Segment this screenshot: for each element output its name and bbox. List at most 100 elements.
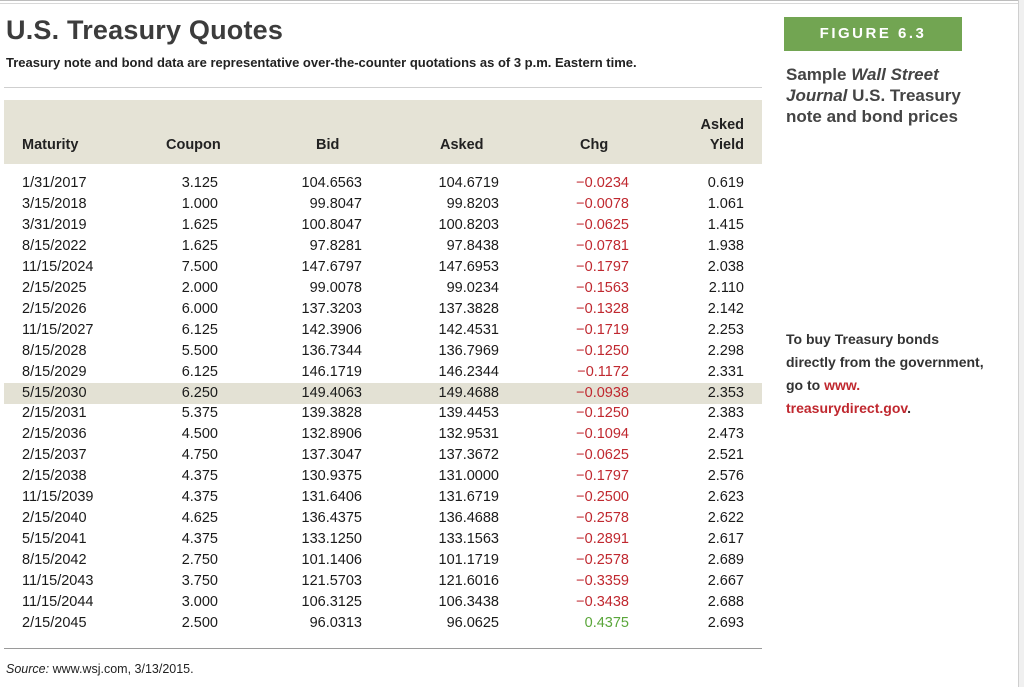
cell-coupon: 5.375	[181, 405, 218, 422]
cell-yield: 1.938	[707, 237, 744, 254]
cell-maturity: 3/15/2018	[22, 195, 87, 212]
cell-asked: 104.6719	[438, 175, 499, 191]
cell-yield: 2.622	[707, 510, 744, 527]
cell-asked: 137.3672	[438, 447, 499, 464]
cell-bid: 132.8906	[301, 426, 362, 443]
cell-chg: −0.1328	[576, 300, 629, 317]
cell-yield: 2.689	[707, 552, 744, 569]
cell-bid: 121.5703	[301, 573, 362, 590]
cell-maturity: 11/15/2027	[22, 321, 94, 338]
cell-asked: 142.4531	[438, 321, 499, 338]
cell-bid: 137.3047	[301, 447, 362, 464]
cell-chg: 0.4375	[584, 614, 629, 631]
cell-bid: 137.3203	[301, 300, 362, 317]
page-subtitle: Treasury note and bond data are represen…	[6, 55, 637, 70]
cell-chg: −0.0078	[576, 195, 629, 212]
cell-asked: 149.4688	[438, 384, 499, 401]
cell-coupon: 4.375	[181, 531, 218, 548]
cell-bid: 99.8047	[309, 195, 362, 212]
header-maturity: Maturity	[22, 137, 79, 153]
cell-maturity: 11/15/2024	[22, 258, 94, 275]
source-text: www.wsj.com, 3/13/2015.	[49, 662, 194, 676]
header-asked-yield-line1: Asked	[700, 117, 744, 133]
cell-bid: 149.4063	[301, 384, 362, 401]
cell-maturity: 2/15/2040	[22, 510, 87, 527]
source-note: Source: www.wsj.com, 3/13/2015.	[6, 662, 194, 676]
cell-asked: 121.6016	[438, 573, 499, 590]
cell-coupon: 1.625	[181, 216, 218, 233]
cell-coupon: 3.750	[181, 573, 218, 590]
page-title: U.S. Treasury Quotes	[6, 15, 284, 45]
cell-coupon: 4.750	[181, 447, 218, 464]
cell-bid: 106.3125	[301, 594, 362, 610]
table-header-band	[4, 100, 762, 164]
cell-coupon: 1.625	[181, 237, 218, 254]
cell-maturity: 8/15/2022	[22, 237, 87, 254]
side-note: To buy Treasury bonds directly from the …	[786, 328, 986, 420]
cell-coupon: 4.375	[181, 489, 218, 506]
cell-bid: 146.1719	[301, 363, 362, 380]
cell-yield: 2.142	[707, 300, 744, 317]
cell-yield: 2.667	[707, 573, 744, 590]
cell-yield: 2.473	[707, 426, 744, 443]
header-coupon: Coupon	[166, 137, 221, 153]
cell-maturity: 8/15/2028	[22, 342, 87, 359]
cell-coupon: 2.750	[181, 552, 218, 569]
cell-chg: −0.3438	[576, 594, 629, 610]
cell-maturity: 2/15/2026	[22, 300, 87, 317]
cell-maturity: 11/15/2044	[22, 594, 94, 610]
cell-coupon: 7.500	[181, 258, 218, 275]
cell-coupon: 6.125	[181, 363, 218, 380]
cell-asked: 136.7969	[438, 342, 499, 359]
cell-yield: 2.253	[707, 321, 744, 338]
cell-coupon: 1.000	[181, 195, 218, 212]
header-asked: Asked	[440, 137, 484, 153]
cell-bid: 99.0078	[309, 279, 362, 296]
cell-yield: 2.038	[707, 258, 744, 275]
cell-yield: 1.415	[707, 216, 744, 233]
cell-asked: 101.1719	[438, 552, 499, 569]
source-label: Source:	[6, 662, 50, 676]
cell-bid: 131.6406	[301, 489, 362, 506]
cell-chg: −0.1250	[576, 342, 629, 359]
cell-coupon: 4.375	[181, 468, 218, 485]
cell-yield: 2.617	[707, 531, 744, 548]
cell-asked: 132.9531	[438, 426, 499, 443]
cell-maturity: 8/15/2029	[22, 363, 87, 380]
cell-chg: −0.0781	[576, 237, 629, 254]
cell-chg: −0.1797	[576, 468, 629, 485]
cell-maturity: 11/15/2043	[22, 573, 94, 590]
cell-asked: 136.4688	[438, 510, 499, 527]
highlighted-row-band	[4, 383, 762, 404]
cell-bid: 97.8281	[309, 237, 362, 254]
cell-maturity: 2/15/2037	[22, 447, 87, 464]
side-note-end: .	[907, 400, 912, 416]
cell-maturity: 11/15/2039	[22, 489, 94, 506]
header-chg: Chg	[580, 137, 609, 153]
cell-maturity: 2/15/2045	[22, 614, 87, 631]
figure-caption: Sample Wall Street Journal U.S. Treasury…	[786, 64, 976, 127]
cell-chg: −0.1094	[576, 426, 629, 443]
caption-prefix: Sample	[786, 65, 852, 84]
cell-chg: −0.3359	[576, 573, 629, 590]
cell-chg: −0.2578	[576, 510, 629, 527]
cell-chg: −0.2578	[576, 552, 629, 569]
treasurydirect-link[interactable]: www. treasurydirect.gov	[786, 377, 908, 416]
cell-coupon: 6.125	[181, 321, 218, 338]
cell-asked: 139.4453	[438, 405, 499, 422]
cell-coupon: 6.250	[181, 384, 218, 401]
cell-yield: 0.619	[707, 175, 744, 191]
cell-yield: 2.298	[707, 342, 744, 359]
cell-bid: 142.3906	[301, 321, 362, 338]
cell-bid: 136.7344	[301, 342, 362, 359]
cell-yield: 2.110	[708, 279, 744, 296]
cell-chg: −0.0625	[576, 216, 629, 233]
cell-chg: −0.1719	[576, 321, 629, 338]
table-bottom-rule	[4, 648, 762, 649]
cell-yield: 1.061	[707, 195, 744, 212]
cell-asked: 146.2344	[438, 363, 499, 380]
header-bid: Bid	[316, 137, 340, 153]
header-asked-yield-line2: Yield	[709, 137, 744, 153]
cell-coupon: 3.000	[181, 594, 218, 610]
cell-asked: 99.0234	[446, 279, 499, 296]
